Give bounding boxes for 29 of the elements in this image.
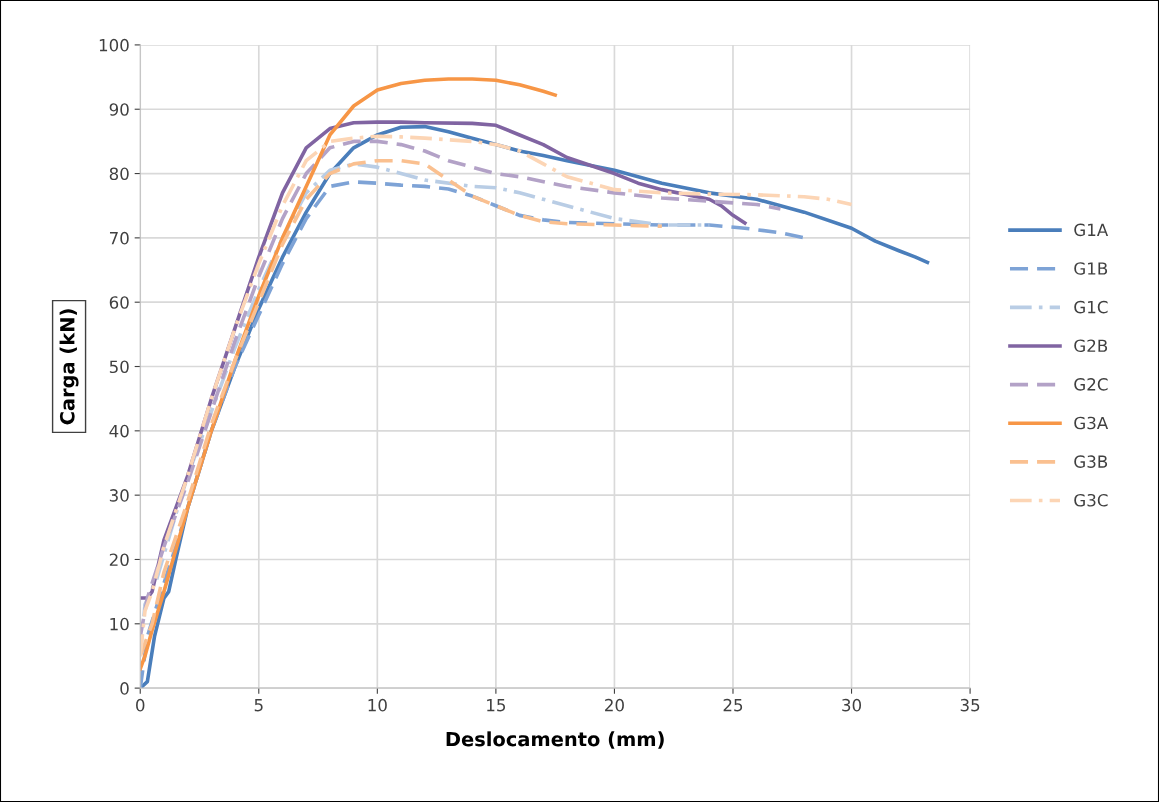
legend-label: G3C xyxy=(1074,493,1108,507)
x-tick-label: 25 xyxy=(723,698,743,712)
y-tick-label: 0 xyxy=(120,682,129,695)
y-tick-label: 40 xyxy=(109,424,129,438)
y-tick-label: 80 xyxy=(109,167,129,181)
legend-label: G2C xyxy=(1074,378,1108,391)
x-tick-label: 10 xyxy=(368,698,387,712)
legend-label: G2B xyxy=(1074,339,1108,353)
y-tick-label: 20 xyxy=(109,553,129,567)
y-tick-label: 50 xyxy=(109,360,129,374)
x-axis-title: Deslocamento (mm) xyxy=(446,731,664,749)
x-tick-label: 30 xyxy=(842,698,862,712)
legend-label: G1A xyxy=(1074,223,1109,237)
y-tick-label: 10 xyxy=(110,617,129,631)
legend-label: G1C xyxy=(1074,300,1108,314)
x-tick-label: 0 xyxy=(136,698,145,712)
y-tick-label: 60 xyxy=(109,296,129,309)
legend-label: G3A xyxy=(1074,416,1109,430)
x-tick-label: 15 xyxy=(487,699,506,712)
legend-label: G1B xyxy=(1074,262,1108,275)
x-tick-label: 5 xyxy=(254,699,263,712)
legend-label: G3B xyxy=(1074,455,1108,468)
x-tick-label: 20 xyxy=(605,698,624,712)
y-tick-label: 70 xyxy=(109,231,129,245)
y-tick-label: 100 xyxy=(99,38,129,52)
x-tick-label: 35 xyxy=(960,698,980,712)
y-tick-label: 90 xyxy=(109,103,129,116)
y-tick-label: 30 xyxy=(109,489,129,502)
y-axis-title: Carga (kN) xyxy=(59,309,79,425)
